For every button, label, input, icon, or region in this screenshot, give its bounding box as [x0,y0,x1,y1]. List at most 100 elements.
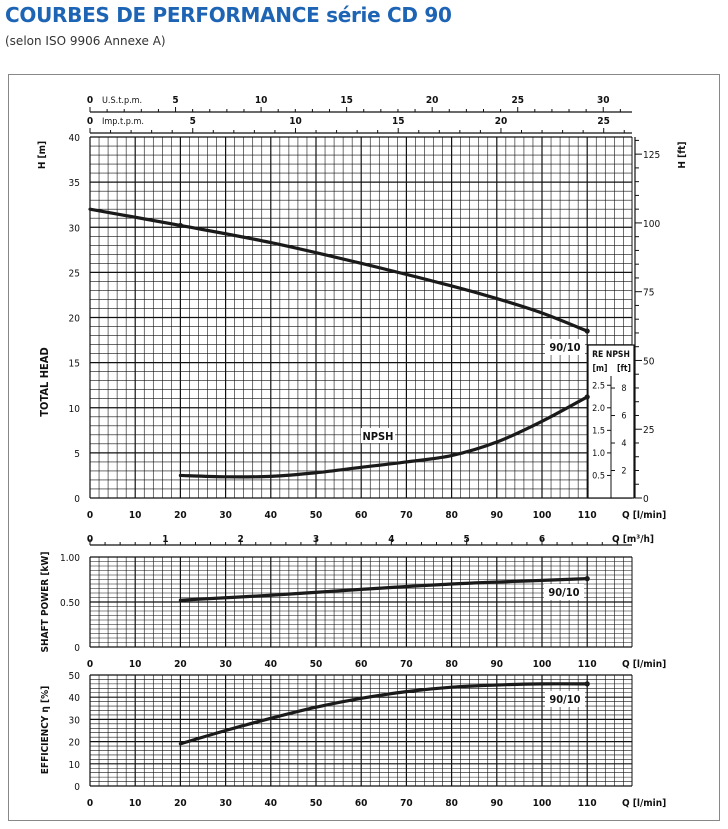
head-y-tick: 0 [74,494,80,505]
head-x-tick: 70 [400,510,413,521]
top-axis-tick-label: 5 [190,116,196,127]
head-y-title: TOTAL HEAD [38,347,51,416]
power-y-tick: 1.00 [60,553,80,564]
efficiency-y-tick: 20 [69,738,81,749]
m3h-axis-label: Q [m³/h] [612,534,654,545]
efficiency-x-tick: 50 [310,798,323,809]
m3h-tick-label: 3 [313,534,319,545]
top-axis-tick-label: 15 [340,95,353,106]
head-ft-tick-label: 0 [643,494,649,505]
head-curve-90-10-label-bg [545,339,585,355]
top-axis-tick-label: 10 [255,95,268,106]
power-curve-90-10 [178,577,589,602]
efficiency-y-tick: 10 [69,760,81,771]
head-x-tick: 90 [491,510,504,521]
efficiency-curve-90-10 [178,682,589,746]
efficiency-x-tick: 10 [129,798,142,809]
head-y-tick: 35 [69,178,80,189]
head-y-tick: 5 [74,449,80,460]
m3h-tick-label: 5 [464,534,470,545]
top-axis-unit-label: U.S.t.p.m. [102,96,142,106]
head-curve-90-10-end-point [584,328,590,334]
efficiency-x-tick: 30 [219,798,232,809]
head-ft-tick-label: 75 [643,288,654,299]
efficiency-x-tick: 110 [578,798,597,809]
npsh-curve-end-point [584,394,590,400]
head-ft-tick-label: 125 [643,150,660,161]
efficiency-y-tick: 40 [69,693,81,704]
power-x-tick: 0 [87,659,93,670]
head-x-tick: 10 [129,510,142,521]
power-x-label: Q [l/min] [622,659,666,670]
page-title: COURBES DE PERFORMANCE série CD 90 [5,3,452,27]
head-curve-90-10-label: 90/10 [549,341,580,354]
npsh-inset-m-tick: 2.0 [592,404,605,414]
top-axis-tick-label: 25 [597,116,610,127]
npsh-inset-ft-tick: 2 [621,467,626,477]
power-x-tick: 90 [491,659,504,670]
efficiency-x-tick: 80 [445,798,458,809]
npsh-inset-header: RE NPSH [592,350,630,360]
top-axis-tick-label: 15 [392,116,405,127]
power-y-tick: 0 [74,643,80,654]
efficiency-x-tick: 70 [400,798,413,809]
npsh-inset: RE NPSH [m] [ft] 0.5 1.0 1.5 2.0 2.5 2 4 6 8 [587,344,635,499]
power-y-title: SHAFT POWER [kW] [40,552,51,653]
npsh-label-bg [361,428,395,443]
head-y-tick: 10 [69,404,81,415]
power-y-tick: 0.50 [60,598,80,609]
npsh-inset-m-tick: 1.5 [592,426,605,436]
head-x-tick: 30 [219,510,232,521]
npsh-inset-ft-tick: 6 [621,412,626,422]
head-y-tick: 40 [69,133,81,144]
efficiency-x-tick: 60 [355,798,368,809]
power-x-tick: 80 [445,659,458,670]
npsh-inset-m-tick: 0.5 [592,471,605,481]
npsh-curve [178,395,589,479]
head-x-tick: 40 [265,510,278,521]
head-ft-tick-label: 100 [643,219,660,230]
efficiency-curve-90-10-end-point [584,681,590,687]
efficiency-x-tick: 20 [174,798,187,809]
head-x-tick: 100 [533,510,552,521]
npsh-inset-m-tick: 2.5 [592,381,605,391]
power-x-tick: 60 [355,659,368,670]
efficiency-x-tick: 100 [533,798,552,809]
efficiency-y-tick: 0 [74,782,80,793]
npsh-curve-label: NPSH [363,430,394,443]
top-axis-tick-label: 20 [426,95,439,106]
head-ft-unit-label: H [ft] [677,141,688,168]
efficiency-y-title: EFFICIENCY η [%] [40,686,51,774]
efficiency-y-tick: 30 [69,715,81,726]
power-x-tick: 20 [174,659,187,670]
power-curve-90-10-end-point [584,576,590,582]
top-axis-tick-label: 20 [495,116,508,127]
head-y-tick: 15 [69,359,80,370]
top-axis-unit-label: Imp.t.p.m. [102,117,144,127]
efficiency-x-label: Q [l/min] [622,798,666,809]
power-x-tick: 70 [400,659,413,670]
power-x-tick: 40 [265,659,278,670]
top-axis-tick-label: 30 [597,95,610,106]
power-x-tick: 30 [219,659,232,670]
power-x-tick: 10 [129,659,142,670]
efficiency-curve-90-10-label: 90/10 [549,693,580,706]
efficiency-x-tick: 90 [491,798,504,809]
top-axis-tick-label: 0 [87,95,93,106]
npsh-inset-ft-tick: 4 [621,439,626,449]
efficiency-y-tick: 50 [69,671,81,682]
top-axis-tick-label: 25 [511,95,524,106]
efficiency-grid [89,674,633,787]
m3h-tick-label: 1 [162,534,168,545]
power-grid [89,556,633,648]
power-x-tick: 50 [310,659,323,670]
npsh-inset-unit-ft: [ft] [617,364,631,374]
efficiency-x-tick: 0 [87,798,93,809]
npsh-inset-unit-m: [m] [593,364,608,374]
m3h-tick-label: 0 [87,534,93,545]
head-x-label: Q [l/min] [622,510,666,521]
power-x-tick: 100 [533,659,552,670]
head-x-tick: 60 [355,510,368,521]
top-axis-tick-label: 5 [172,95,178,106]
